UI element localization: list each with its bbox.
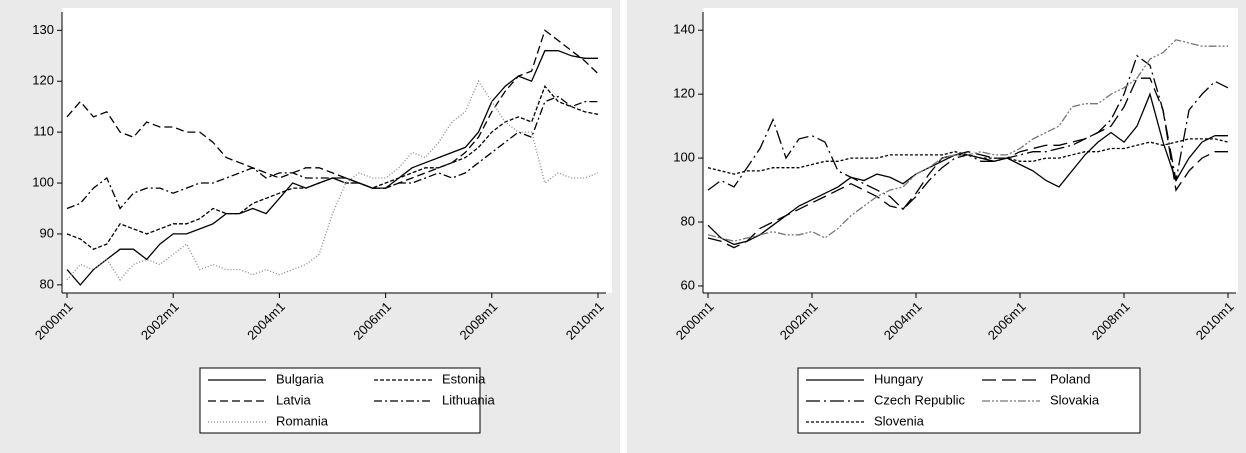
- y-tick-label: 90: [40, 225, 54, 240]
- legend-label: Slovenia: [874, 413, 925, 428]
- y-tick-label: 110: [33, 124, 54, 139]
- plot-area: [703, 8, 1238, 293]
- legend-label: Latvia: [276, 392, 311, 407]
- y-tick-label: 130: [32, 22, 54, 37]
- legend-label: Estonia: [442, 371, 486, 386]
- legend-label: Czech Republic: [874, 392, 966, 407]
- y-tick-label: 120: [673, 86, 695, 101]
- legend-label: Lithuania: [442, 392, 496, 407]
- series-line: [707, 77, 1228, 249]
- legend-label: Bulgaria: [276, 371, 324, 386]
- series-line: [66, 95, 598, 210]
- series-line: [66, 79, 599, 281]
- plot-area: [62, 8, 612, 293]
- series-line: [66, 29, 599, 189]
- y-tick-label: 140: [673, 22, 695, 37]
- y-tick-label: 100: [673, 150, 695, 165]
- series-line: [707, 138, 1229, 175]
- series-line: [707, 39, 1228, 242]
- legend-label: Poland: [1050, 371, 1090, 386]
- y-tick-label: 60: [681, 277, 695, 292]
- legend: [199, 367, 481, 434]
- legend-label: Slovakia: [1050, 392, 1100, 407]
- y-tick-label: 80: [40, 276, 54, 291]
- legend-label: Hungary: [874, 371, 924, 386]
- y-tick-label: 80: [681, 213, 695, 228]
- y-tick-label: 100: [32, 174, 54, 189]
- y-tick-label: 120: [32, 73, 54, 88]
- legend-label: Romania: [276, 413, 329, 428]
